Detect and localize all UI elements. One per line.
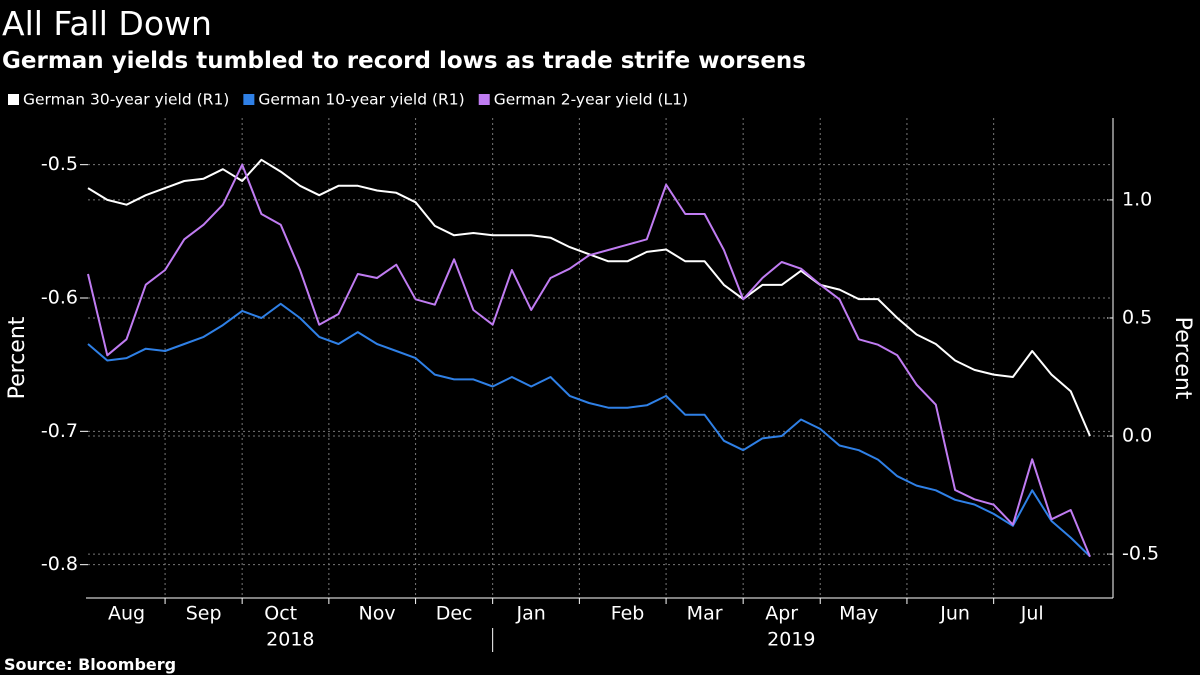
legend-swatch: [243, 94, 255, 105]
year-label: 2018: [266, 629, 314, 651]
y-tick-label: -0.5: [41, 153, 78, 175]
y2-tick-label: 0.0: [1122, 425, 1152, 447]
y-tick-label: -0.6: [41, 287, 78, 309]
year-label: 2019: [767, 629, 815, 651]
x-tick-label: Jan: [516, 603, 546, 625]
x-tick-label: May: [839, 603, 878, 625]
series-line: [87, 158, 1091, 437]
y2-axis-label: Percent: [1170, 317, 1195, 400]
chart-subtitle: German yields tumbled to record lows as …: [2, 48, 806, 74]
legend-swatch: [8, 94, 19, 105]
x-tick-label: Oct: [264, 603, 297, 625]
series-line: [87, 163, 1091, 558]
x-tick-label: Apr: [765, 603, 798, 625]
legend-swatch: [478, 94, 490, 105]
x-tick-label: Mar: [687, 603, 723, 625]
x-tick-label: Jul: [1020, 603, 1044, 625]
source: Source: Bloomberg: [4, 655, 176, 674]
legend-label: German 2-year yield (L1): [494, 91, 688, 109]
y2-tick-label: 1.0: [1122, 188, 1152, 210]
x-tick-label: Sep: [186, 603, 222, 625]
chart-title: All Fall Down: [2, 4, 212, 43]
y2-tick-label: -0.5: [1122, 543, 1159, 565]
x-tick-label: Aug: [108, 603, 145, 625]
legend: German 30-year yield (R1) German 10-year …: [8, 91, 688, 109]
y-tick-label: -0.7: [41, 420, 78, 442]
x-tick-label: Feb: [611, 603, 645, 625]
y2-tick-label: 0.5: [1122, 306, 1152, 328]
x-tick-label: Jun: [939, 603, 970, 625]
y-axis-label: Percent: [5, 316, 30, 399]
legend-label: German 30-year yield (R1): [23, 91, 229, 109]
x-tick-label: Nov: [358, 603, 395, 625]
series-line: [87, 302, 1091, 558]
legend-label: German 10-year yield (R1): [258, 91, 464, 109]
x-tick-label: Dec: [436, 603, 473, 625]
y-tick-label: -0.8: [41, 553, 78, 575]
